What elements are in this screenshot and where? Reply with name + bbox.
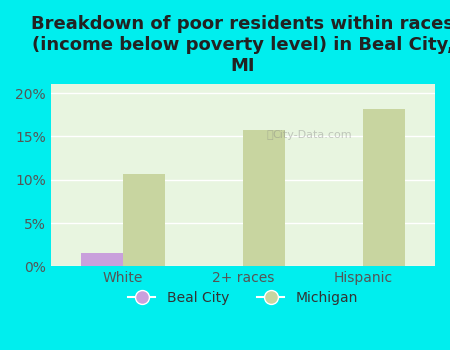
Bar — [243, 130, 285, 266]
Text: City-Data.com: City-Data.com — [272, 131, 352, 140]
Text: ⓘ: ⓘ — [266, 131, 273, 140]
Bar — [81, 253, 123, 266]
Bar — [363, 109, 405, 266]
Legend: Beal City, Michigan: Beal City, Michigan — [122, 285, 364, 310]
Bar — [123, 174, 165, 266]
Title: Breakdown of poor residents within races
(income below poverty level) in Beal Ci: Breakdown of poor residents within races… — [32, 15, 450, 75]
